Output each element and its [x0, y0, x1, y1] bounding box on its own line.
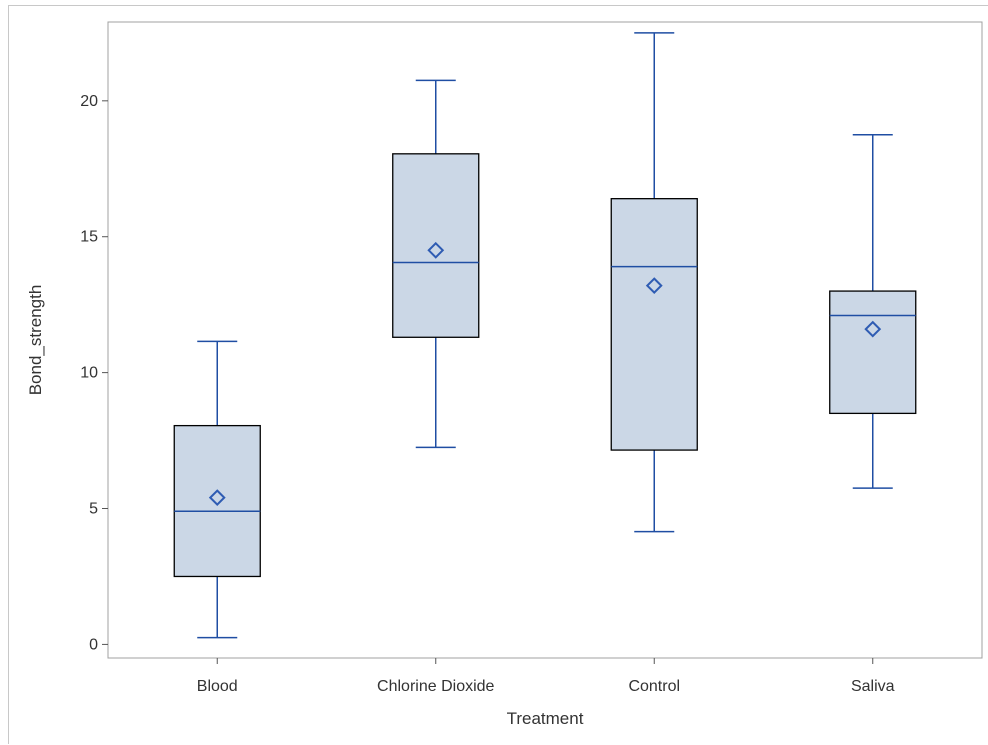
iqr-box — [610, 198, 698, 451]
mean-marker — [645, 277, 663, 295]
y-tick-label: 0 — [89, 636, 98, 653]
y-tick-label: 5 — [89, 501, 98, 518]
y-axis-title: Bond_strength — [26, 285, 45, 396]
boxes-layer — [173, 32, 917, 639]
box-group — [829, 134, 917, 489]
iqr-box — [392, 153, 480, 338]
mean-marker — [427, 241, 445, 259]
y-tick-label: 20 — [80, 93, 98, 110]
x-tick-label: Control — [628, 678, 680, 695]
x-axis: Blood Chlorine Dioxide Control Saliva — [197, 658, 895, 695]
y-axis: 0 5 10 15 20 — [80, 93, 108, 653]
box-group — [610, 32, 698, 533]
chart-container: 0 5 10 15 20 Blood Chlorine Dioxide Control Sal… — [8, 5, 988, 744]
box-group — [173, 340, 261, 639]
x-tick-label: Chlorine Dioxide — [377, 678, 494, 695]
x-tick-label: Blood — [197, 678, 238, 695]
box-group — [392, 79, 480, 449]
iqr-box — [173, 424, 261, 578]
iqr-box — [829, 290, 917, 415]
plot-area — [107, 21, 983, 659]
mean-marker — [208, 489, 226, 507]
box-plot: 0 5 10 15 20 Blood Chlorine Dioxide Control Sal… — [26, 21, 983, 728]
mean-marker — [864, 320, 882, 338]
y-tick-label: 15 — [80, 229, 98, 246]
x-axis-title: Treatment — [507, 709, 584, 728]
y-tick-label: 10 — [80, 365, 98, 382]
x-tick-label: Saliva — [851, 678, 895, 695]
